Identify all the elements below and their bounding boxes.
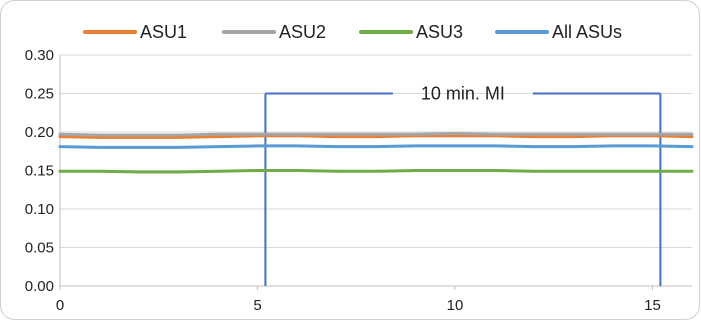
legend-label-2: ASU3 [416,22,463,42]
y-tick-label: 0.15 [25,163,54,180]
x-tick-label: 5 [253,297,261,314]
series-line-2 [58,169,694,174]
y-tick-label: 0.25 [25,86,54,103]
series-lines [58,132,694,174]
annotation-label: 10 min. MI [421,84,505,104]
legend-label-3: All ASUs [552,22,622,42]
y-tick-label: 0.10 [25,201,54,218]
series-line-3 [58,144,694,149]
legend: ASU1 ASU2 ASU3 All ASUs [83,22,622,42]
y-tick-label: 0.00 [25,278,54,295]
series-line-0 [58,134,694,139]
y-tick-label: 0.05 [25,240,54,257]
legend-label-1: ASU2 [279,22,326,42]
series-line-1 [58,132,694,137]
y-tick-label: 0.20 [25,124,54,141]
annotation-bracket: 10 min. MI [264,84,662,286]
axes: 0.00 0.05 0.10 0.15 0.20 0.25 0.30 0 5 10 15 [25,47,692,314]
x-tick-label: 10 [447,297,464,314]
legend-label-0: ASU1 [140,22,187,42]
y-tick-label: 0.30 [25,47,54,64]
x-tick-label: 15 [644,297,661,314]
x-tick-label: 0 [56,297,64,314]
